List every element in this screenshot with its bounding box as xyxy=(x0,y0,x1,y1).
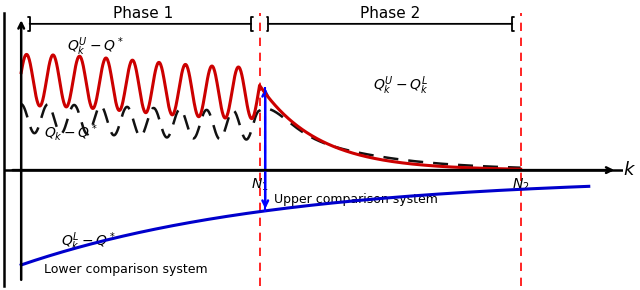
Text: $N_1$: $N_1$ xyxy=(251,177,268,193)
Text: $Q_k^U - Q^*$: $Q_k^U - Q^*$ xyxy=(67,36,124,58)
Text: Upper comparison system: Upper comparison system xyxy=(274,193,438,206)
Text: $N_2$: $N_2$ xyxy=(512,177,529,193)
Text: Lower comparison system: Lower comparison system xyxy=(44,263,207,276)
Text: Phase 1: Phase 1 xyxy=(113,6,173,21)
Text: Phase 2: Phase 2 xyxy=(360,6,420,21)
Text: $Q_k - Q^*$: $Q_k - Q^*$ xyxy=(44,122,98,143)
Text: $Q_k^U - Q_k^L$: $Q_k^U - Q_k^L$ xyxy=(373,74,428,97)
Text: $k$: $k$ xyxy=(623,161,636,179)
Text: $Q_k^L - Q^*$: $Q_k^L - Q^*$ xyxy=(61,230,116,253)
